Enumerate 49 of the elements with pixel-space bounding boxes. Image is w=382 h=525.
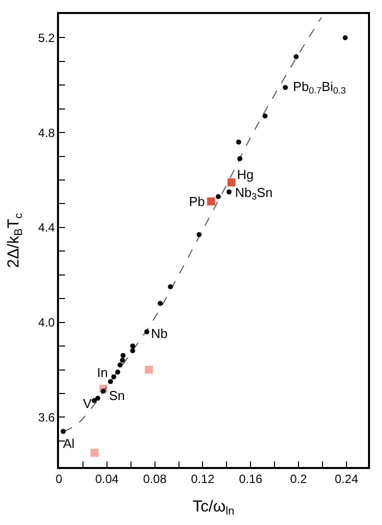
annotation: In: [97, 365, 108, 380]
annotation: Pb$_{0.7}$Bi$_{0.3}$: [293, 79, 346, 96]
point: [144, 366, 153, 374]
point: [130, 348, 136, 354]
y-tick-label: 4.4: [38, 220, 56, 235]
point: [227, 178, 236, 186]
point: [196, 232, 202, 238]
point: [282, 85, 288, 90]
point: [111, 374, 116, 380]
point: [237, 156, 242, 162]
point: [115, 370, 120, 375]
y-tick-label: 5.2: [38, 30, 56, 45]
point: [158, 300, 163, 306]
point: [226, 189, 232, 194]
point: [262, 113, 268, 118]
point: [90, 448, 99, 457]
point: [294, 54, 299, 60]
x-tick-label: 0.2: [290, 472, 308, 486]
point: [118, 362, 123, 368]
point: [108, 379, 113, 384]
x-axis-title: Tc/ω$_{ln}$: [192, 498, 234, 518]
annotation: Nb$_{3}$Sn: [235, 185, 273, 202]
point: [120, 358, 125, 363]
point: [60, 428, 66, 434]
point: [207, 197, 216, 206]
annotation: V: [83, 396, 92, 411]
point: [120, 353, 126, 358]
x-tick-label: 0: [56, 472, 63, 486]
x-tick-label: 0.12: [191, 472, 215, 486]
annotation: Pb: [189, 194, 205, 209]
x-tick-label: 0.24: [334, 472, 358, 486]
point: [130, 344, 136, 349]
y-tick-label: 4.8: [38, 126, 56, 140]
point: [168, 284, 173, 290]
annotation: Nb: [151, 326, 168, 341]
annotation: Al: [63, 436, 75, 451]
point: [342, 35, 348, 40]
point: [100, 388, 106, 394]
point: [92, 398, 97, 404]
x-tick-label: 0.04: [95, 472, 119, 486]
x-tick-label: 0.08: [143, 472, 167, 486]
point: [144, 329, 150, 334]
y-tick-label: 3.6: [38, 410, 56, 424]
annotation: Hg: [237, 167, 254, 182]
x-tick-label: 0.16: [238, 472, 263, 486]
y-tick-label: 4.0: [38, 316, 56, 330]
annotation: Sn: [109, 388, 125, 403]
point: [216, 194, 221, 200]
point: [236, 140, 242, 145]
